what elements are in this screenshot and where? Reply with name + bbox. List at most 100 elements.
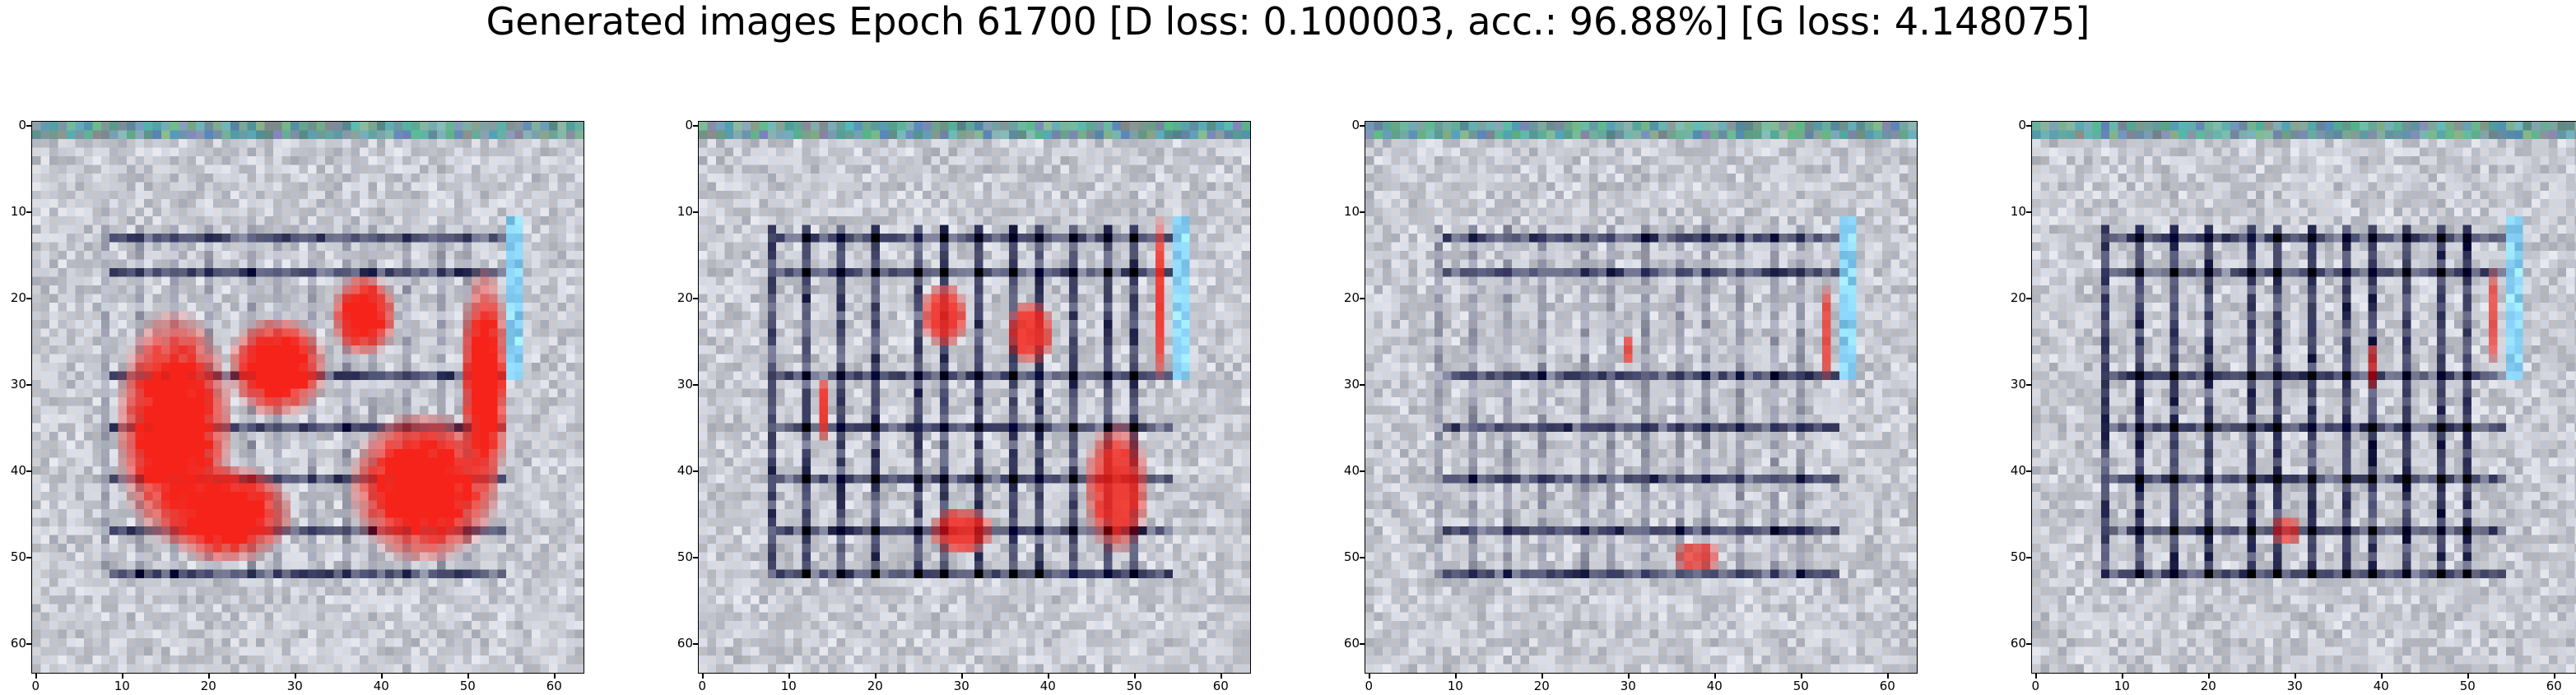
x-tick-label: 20 — [2200, 679, 2216, 693]
generated-image-1 — [32, 122, 584, 673]
x-tick-label: 50 — [1793, 679, 1809, 693]
x-tick-mark — [467, 674, 469, 679]
x-tick-label: 0 — [2031, 679, 2040, 693]
x-tick-label: 30 — [286, 679, 303, 693]
x-tick-mark — [1887, 674, 1889, 679]
x-tick-label: 0 — [1365, 679, 1374, 693]
image-axes-2 — [698, 121, 1251, 674]
y-tick-label: 0 — [2018, 118, 2026, 133]
y-tick-label: 60 — [2010, 636, 2026, 651]
subplot-2: 0 10 20 30 40 50 60 0 10 20 30 40 50 60 — [675, 115, 1251, 695]
x-tick-mark — [2035, 674, 2037, 679]
generated-image-3 — [1365, 122, 1917, 673]
y-tick-mark — [26, 211, 31, 213]
x-tick-mark — [788, 674, 790, 679]
x-tick-label: 40 — [1706, 679, 1723, 693]
y-tick-label: 10 — [677, 204, 693, 220]
x-tick-label: 60 — [1879, 679, 1895, 693]
y-tick-label: 30 — [10, 377, 26, 392]
y-tick-label: 40 — [1343, 463, 1360, 479]
x-tick-mark — [2295, 674, 2296, 679]
y-tick-label: 60 — [10, 636, 26, 651]
x-tick-mark — [122, 674, 123, 679]
x-tick-label: 40 — [1039, 679, 1056, 693]
y-tick-mark — [2026, 211, 2031, 213]
y-tick-label: 20 — [1343, 290, 1360, 306]
subplot-1: 0 10 20 30 40 50 60 0 10 20 30 40 50 60 — [8, 115, 584, 695]
y-tick-label: 40 — [677, 463, 693, 479]
x-tick-label: 50 — [1126, 679, 1142, 693]
y-tick-label: 0 — [685, 118, 693, 133]
x-tick-label: 20 — [1533, 679, 1550, 693]
y-tick-label: 0 — [18, 118, 26, 133]
y-tick-label: 20 — [2010, 290, 2026, 306]
y-tick-mark — [26, 384, 31, 386]
x-tick-mark — [1801, 674, 1802, 679]
x-tick-mark — [1455, 674, 1457, 679]
y-tick-label: 30 — [2010, 377, 2026, 392]
x-tick-label: 20 — [200, 679, 216, 693]
x-tick-mark — [2122, 674, 2123, 679]
y-tick-mark — [1360, 298, 1365, 299]
x-tick-label: 30 — [1620, 679, 1636, 693]
y-tick-label: 50 — [10, 549, 26, 565]
y-tick-mark — [26, 125, 31, 127]
y-tick-mark — [1360, 470, 1365, 472]
y-tick-mark — [693, 643, 698, 645]
x-tick-mark — [961, 674, 963, 679]
y-tick-mark — [1360, 125, 1365, 127]
x-tick-label: 0 — [31, 679, 40, 693]
x-tick-label: 10 — [780, 679, 797, 693]
y-tick-mark — [693, 125, 698, 127]
image-axes-3 — [1365, 121, 1918, 674]
x-tick-mark — [2554, 674, 2555, 679]
y-tick-label: 40 — [10, 463, 26, 479]
x-tick-label: 60 — [1212, 679, 1229, 693]
y-tick-mark — [693, 211, 698, 213]
y-tick-label: 60 — [1343, 636, 1360, 651]
x-tick-label: 10 — [2113, 679, 2130, 693]
y-tick-label: 20 — [10, 290, 26, 306]
x-tick-mark — [35, 674, 37, 679]
y-tick-mark — [1360, 211, 1365, 213]
image-axes-4 — [2031, 121, 2576, 674]
x-tick-label: 60 — [546, 679, 562, 693]
x-tick-mark — [1221, 674, 1222, 679]
y-tick-label: 10 — [2010, 204, 2026, 220]
y-tick-label: 40 — [2010, 463, 2026, 479]
x-tick-label: 10 — [114, 679, 130, 693]
y-tick-mark — [2026, 125, 2031, 127]
y-tick-mark — [693, 384, 698, 386]
x-tick-mark — [1369, 674, 1370, 679]
x-tick-mark — [2467, 674, 2469, 679]
y-tick-mark — [1360, 643, 1365, 645]
generated-image-2 — [699, 122, 1250, 673]
x-tick-label: 50 — [459, 679, 476, 693]
y-tick-label: 10 — [1343, 204, 1360, 220]
x-tick-mark — [1714, 674, 1716, 679]
y-tick-mark — [693, 557, 698, 558]
x-tick-label: 40 — [373, 679, 389, 693]
x-tick-mark — [2208, 674, 2210, 679]
x-tick-mark — [208, 674, 210, 679]
x-tick-mark — [381, 674, 383, 679]
y-tick-label: 50 — [2010, 549, 2026, 565]
y-tick-mark — [26, 643, 31, 645]
x-tick-label: 0 — [698, 679, 707, 693]
x-tick-mark — [1134, 674, 1136, 679]
y-tick-mark — [26, 298, 31, 299]
y-tick-mark — [2026, 557, 2031, 558]
y-tick-mark — [2026, 384, 2031, 386]
subplot-3: 0 10 20 30 40 50 60 0 10 20 30 40 50 60 — [1341, 115, 1918, 695]
x-tick-mark — [875, 674, 876, 679]
y-tick-mark — [693, 298, 698, 299]
y-tick-label: 20 — [677, 290, 693, 306]
y-tick-label: 10 — [10, 204, 26, 220]
y-tick-label: 30 — [1343, 377, 1360, 392]
x-tick-mark — [2381, 674, 2383, 679]
y-tick-mark — [1360, 384, 1365, 386]
x-tick-mark — [702, 674, 704, 679]
x-tick-label: 20 — [867, 679, 883, 693]
image-axes-1 — [31, 121, 584, 674]
y-tick-mark — [1360, 557, 1365, 558]
